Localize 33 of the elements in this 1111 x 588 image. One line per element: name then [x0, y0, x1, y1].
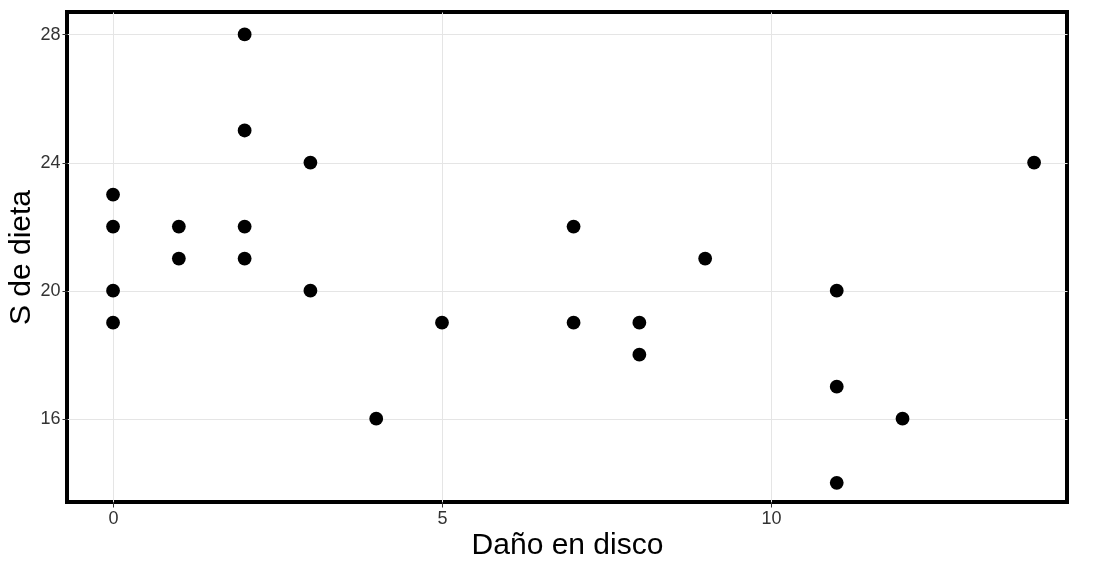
- point: [106, 187, 120, 202]
- point: [566, 219, 581, 234]
- x-tick-label: 5: [437, 507, 448, 528]
- y-tick-label: 20: [40, 280, 61, 301]
- x-tick-label: 10: [761, 507, 782, 528]
- point: [171, 251, 186, 266]
- point: [1027, 155, 1041, 170]
- point: [303, 283, 318, 298]
- point: [106, 219, 120, 234]
- point: [237, 123, 252, 138]
- point: [435, 315, 449, 330]
- point: [895, 411, 910, 426]
- point: [303, 155, 318, 170]
- point: [106, 283, 120, 298]
- y-tick-label: 16: [40, 408, 61, 429]
- point: [632, 347, 647, 362]
- point: [237, 27, 252, 42]
- point: [369, 411, 384, 426]
- point: [698, 251, 713, 266]
- point: [829, 379, 844, 394]
- point: [237, 219, 252, 234]
- point: [566, 315, 581, 330]
- point: [829, 475, 844, 490]
- point: [106, 315, 120, 330]
- y-axis-title: S de dieta: [3, 189, 37, 326]
- point: [632, 315, 647, 330]
- point: [829, 283, 844, 298]
- point: [237, 251, 252, 266]
- x-axis-title: Daño en disco: [471, 526, 664, 560]
- x-tick-label: 0: [108, 507, 119, 528]
- y-tick-label: 24: [40, 152, 61, 173]
- y-tick-label: 28: [40, 23, 61, 44]
- point: [171, 219, 186, 234]
